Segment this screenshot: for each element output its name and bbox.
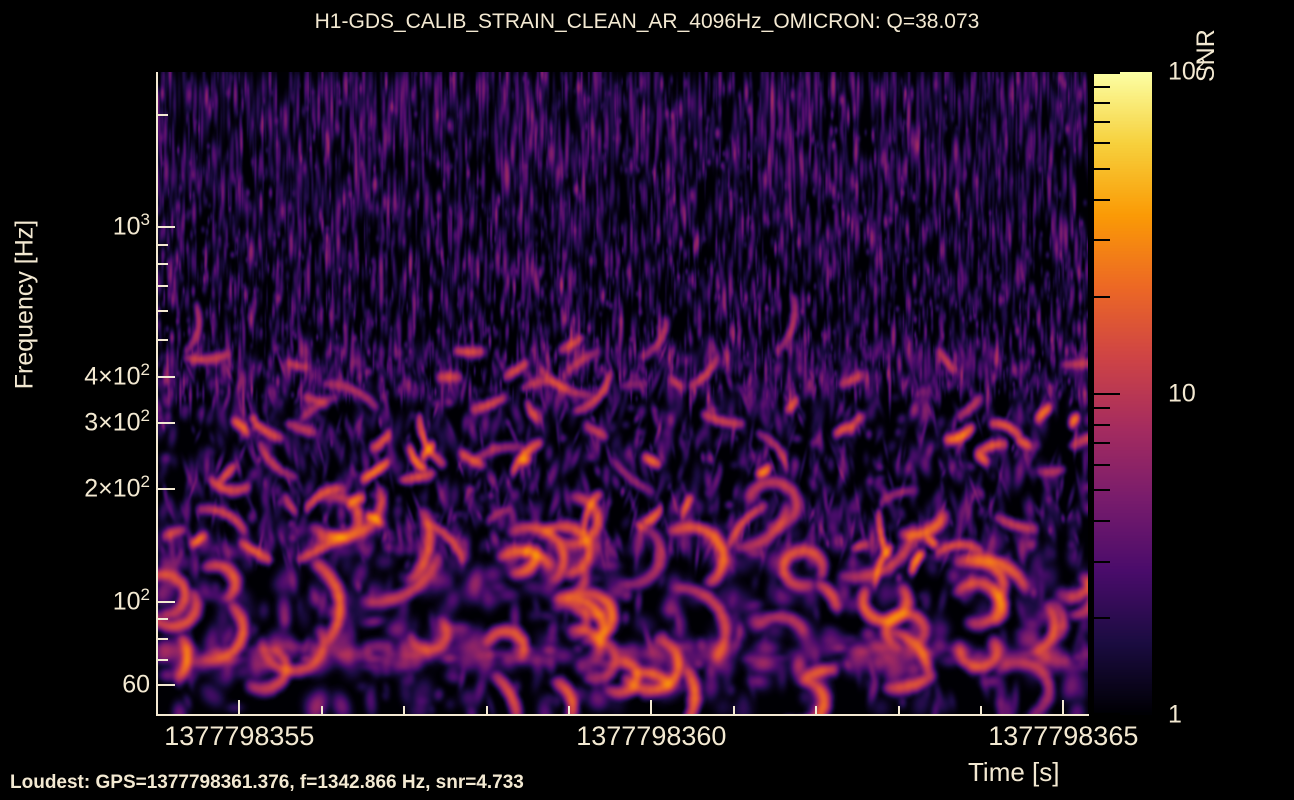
x-axis-major-tick [650,700,653,715]
x-axis-title: Time [s] [968,757,1060,787]
y-axis-major-tick [158,684,175,687]
colorbar-tick-label: 1 [1168,700,1182,729]
y-axis-minor-tick [158,243,168,246]
colorbar-minor-tick [1094,489,1110,492]
colorbar-minor-tick [1094,407,1110,410]
x-axis-minor-tick [320,706,323,715]
y-axis-major-tick [158,422,175,425]
y-axis-tick-label: 3×102 [84,406,150,437]
y-axis-major-tick [158,375,175,378]
colorbar-minor-tick [1094,142,1110,145]
y-axis-minor-tick [158,637,168,640]
x-axis-tick-label: 1377798360 [576,721,727,751]
colorbar-minor-tick [1094,295,1110,298]
y-axis-minor-tick [158,309,168,312]
x-axis-tick-label: 1377798355 [164,721,315,751]
colorbar-minor-tick [1094,85,1110,88]
colorbar-minor-tick [1094,198,1110,201]
colorbar-major-tick [1094,392,1120,395]
colorbar[interactable] [1094,72,1152,715]
x-axis-line [156,714,1089,716]
colorbar-minor-tick [1094,442,1110,445]
colorbar-minor-tick [1094,520,1110,523]
colorbar-minor-tick [1094,560,1110,563]
page-title: H1-GDS_CALIB_STRAIN_CLEAN_AR_4096Hz_OMIC… [314,10,980,33]
x-axis-major-tick [238,700,241,715]
colorbar-title: SNR [1192,29,1220,82]
colorbar-minor-tick [1094,239,1110,242]
y-axis-minor-tick [158,618,168,621]
x-axis-minor-tick [815,706,818,715]
y-axis-title: Frequency [Hz] [10,219,39,390]
colorbar-tick-label: 10 [1168,379,1196,407]
colorbar-minor-tick [1094,167,1110,170]
colorbar-minor-tick [1094,463,1110,466]
y-axis-tick-label: 102 [112,585,150,616]
y-axis-major-tick [158,601,175,604]
spectrogram-canvas[interactable] [157,72,1088,715]
x-axis-minor-tick [403,706,406,715]
x-axis-tick-label: 1377798365 [988,721,1139,751]
plot-area[interactable] [157,72,1088,715]
colorbar-minor-tick [1094,423,1110,426]
colorbar-major-tick [1094,713,1120,715]
y-axis-line [156,72,158,716]
colorbar-tick-label: 102 [1168,55,1206,86]
y-axis-minor-tick [158,659,168,662]
x-axis-minor-tick [156,706,158,715]
x-axis-minor-tick [979,706,982,715]
colorbar-minor-tick [1094,617,1110,620]
y-axis-tick-label: 4×102 [84,359,150,391]
x-axis-minor-tick [485,706,488,715]
y-axis-minor-tick [158,339,168,342]
y-axis-tick-label: 103 [112,210,150,241]
colorbar-minor-tick [1094,102,1110,105]
y-axis-major-tick [158,226,175,229]
x-axis-major-tick [1062,700,1065,715]
y-axis-minor-tick [158,262,168,265]
colorbar-minor-tick [1094,120,1110,123]
colorbar-major-tick [1094,72,1120,74]
loudest-event-footer: Loudest: GPS=1377798361.376, f=1342.866 … [10,772,524,793]
y-axis-tick-label: 2×102 [84,472,150,503]
x-axis-minor-tick [897,706,900,715]
x-axis-minor-tick [732,706,735,715]
y-axis-major-tick [158,488,175,491]
y-axis-tick-label: 60 [122,670,150,699]
y-axis-minor-tick [158,113,168,116]
x-axis-minor-tick [567,706,570,715]
y-axis-minor-tick [158,284,168,287]
